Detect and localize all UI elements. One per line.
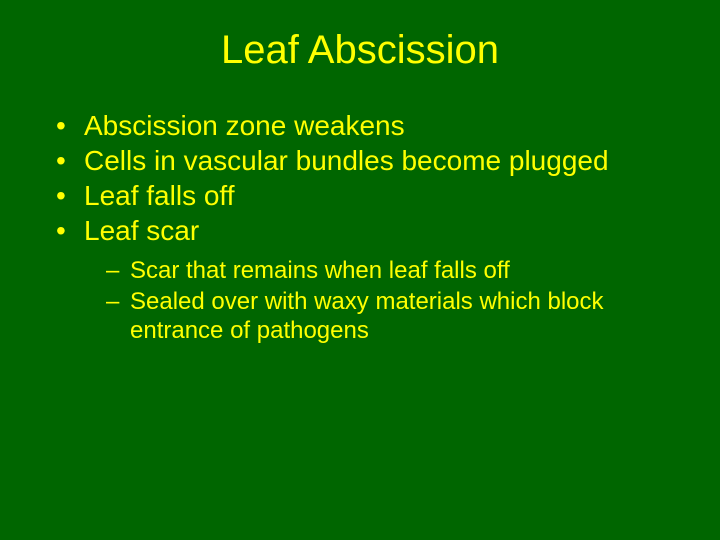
bullet-list: Abscission zone weakens Cells in vascula… [50, 109, 680, 247]
sub-bullet-item: Sealed over with waxy materials which bl… [106, 288, 680, 346]
sub-bullet-item: Scar that remains when leaf falls off [106, 257, 680, 286]
sub-bullet-list: Scar that remains when leaf falls off Se… [106, 257, 680, 345]
bullet-item: Abscission zone weakens [50, 109, 680, 142]
slide-title: Leaf Abscission [40, 28, 680, 73]
bullet-item: Leaf scar [50, 214, 680, 247]
slide: Leaf Abscission Abscission zone weakens … [0, 0, 720, 540]
bullet-item: Leaf falls off [50, 179, 680, 212]
bullet-item: Cells in vascular bundles become plugged [50, 144, 680, 177]
